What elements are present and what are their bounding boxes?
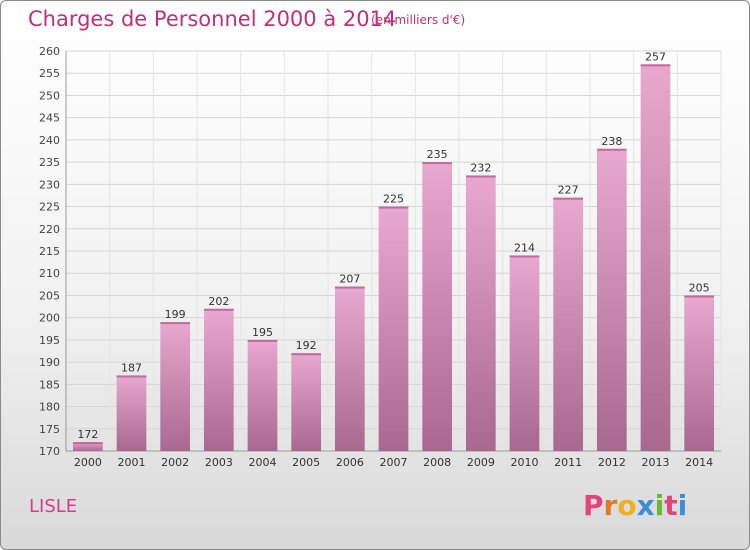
y-tick-label: 230	[39, 178, 60, 191]
logo-letter: r	[603, 489, 618, 522]
bar-2014	[684, 295, 715, 451]
x-tick-label: 2013	[642, 456, 670, 469]
y-tick-label: 195	[39, 334, 60, 347]
data-label: 235	[427, 148, 448, 161]
y-tick-label: 260	[39, 45, 60, 58]
y-tick-label: 245	[39, 112, 60, 125]
data-label: 225	[383, 193, 404, 206]
x-tick-label: 2009	[467, 456, 495, 469]
bar-top-edge	[116, 375, 147, 378]
bar-top-edge	[684, 295, 715, 298]
bar-2012	[596, 148, 627, 451]
data-label: 187	[121, 361, 142, 374]
bar-2003	[203, 308, 234, 451]
data-label: 232	[470, 161, 491, 174]
data-label: 172	[77, 428, 98, 441]
y-tick-label: 250	[39, 89, 60, 102]
y-tick-label: 235	[39, 156, 60, 169]
bar-top-edge	[378, 206, 409, 209]
y-tick-label: 190	[39, 356, 60, 369]
logo-letter: P	[583, 489, 604, 522]
logo-letter: i	[654, 489, 665, 522]
x-tick-label: 2002	[161, 456, 189, 469]
data-labels: 172 187 199 202 195 192 207 225 235 232 214 227 238 2…	[77, 50, 709, 441]
proxiti-logo: Proxiti	[583, 489, 687, 522]
bar-top-edge	[596, 148, 627, 151]
data-label: 192	[296, 339, 317, 352]
x-tick-label: 2012	[598, 456, 626, 469]
bar-2010	[509, 255, 540, 451]
x-tick-label: 2011	[554, 456, 582, 469]
x-tick-label: 2005	[292, 456, 320, 469]
bar-2011	[553, 197, 584, 451]
bar-top-edge	[247, 339, 278, 342]
x-tick-label: 2010	[511, 456, 539, 469]
x-tick-label: 2004	[249, 456, 277, 469]
bar-2002	[160, 322, 191, 451]
chart-title: Charges de Personnel 2000 à 2014	[28, 7, 397, 31]
y-tick-label: 185	[39, 378, 60, 391]
logo-letter: x	[636, 489, 655, 522]
bar-2007	[378, 206, 409, 451]
logo-letter: t	[664, 489, 678, 522]
data-label: 202	[208, 295, 229, 308]
bar-2013	[640, 64, 671, 452]
chart-subtitle: (en milliers d'€)	[371, 13, 466, 27]
x-tick-label: 2008	[423, 456, 451, 469]
x-tick-label: 2000	[74, 456, 102, 469]
data-label: 195	[252, 326, 273, 339]
bar-2008	[422, 162, 453, 451]
y-tick-label: 170	[39, 445, 60, 458]
bar-2005	[291, 353, 322, 451]
bar-top-edge	[465, 175, 496, 178]
y-tick-label: 220	[39, 223, 60, 236]
bar-top-edge	[334, 286, 365, 289]
y-tick-label: 210	[39, 267, 60, 280]
bar-2004	[247, 339, 278, 451]
bar-top-edge	[640, 64, 671, 67]
y-tick-label: 200	[39, 312, 60, 325]
data-label: 238	[601, 135, 622, 148]
y-tick-label: 240	[39, 134, 60, 147]
bar-2000	[72, 442, 103, 451]
x-tick-label: 2001	[118, 456, 146, 469]
y-tick-label: 180	[39, 401, 60, 414]
x-tick-label: 2006	[336, 456, 364, 469]
bar-2006	[334, 286, 365, 451]
logo-letter: o	[617, 489, 637, 522]
y-tick-label: 255	[39, 67, 60, 80]
y-tick-label: 225	[39, 201, 60, 214]
x-tick-label: 2014	[685, 456, 713, 469]
bar-top-edge	[422, 162, 453, 165]
bar-2001	[116, 375, 147, 451]
data-label: 214	[514, 241, 535, 254]
logo-letter: i	[677, 489, 688, 522]
bar-top-edge	[72, 442, 103, 445]
commune-name: LISLE	[29, 496, 78, 517]
bar-top-edge	[291, 353, 322, 356]
y-tick-label: 175	[39, 423, 60, 436]
data-label: 227	[558, 184, 579, 197]
data-label: 207	[339, 273, 360, 286]
y-tick-label: 215	[39, 245, 60, 258]
x-tick-label: 2007	[380, 456, 408, 469]
bar-top-edge	[160, 322, 191, 325]
y-tick-label: 205	[39, 289, 60, 302]
data-label: 199	[165, 308, 186, 321]
bar-top-edge	[203, 308, 234, 311]
bar-top-edge	[553, 197, 584, 200]
bars	[72, 64, 715, 452]
x-tick-label: 2003	[205, 456, 233, 469]
data-label: 205	[689, 281, 710, 294]
bar-top-edge	[509, 255, 540, 258]
bar-2009	[465, 175, 496, 451]
data-label: 257	[645, 50, 666, 63]
